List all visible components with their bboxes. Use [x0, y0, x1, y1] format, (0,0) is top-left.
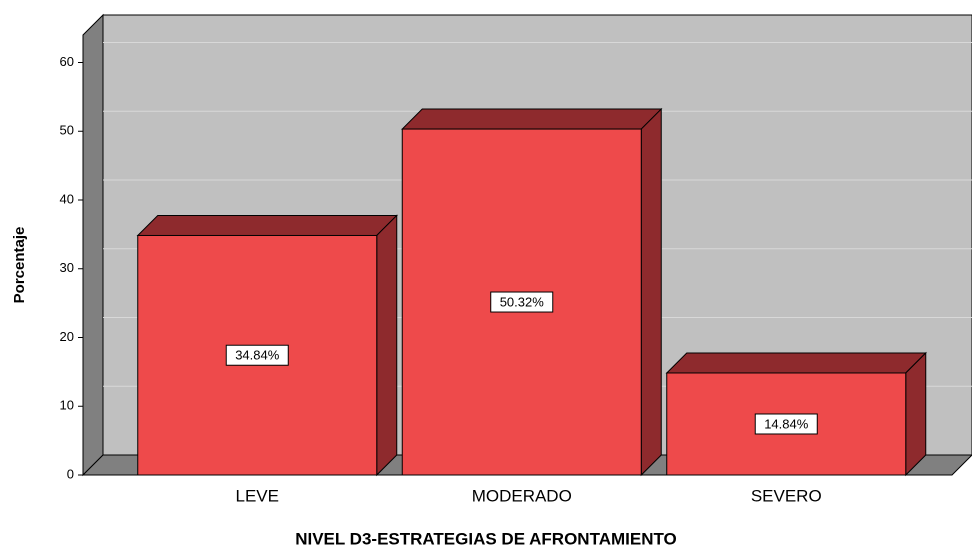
bar-side	[640, 107, 662, 477]
bar-top	[136, 214, 398, 236]
x-tick-label: LEVE	[236, 486, 279, 505]
y-tick-label: 50	[60, 123, 74, 138]
y-tick-label: 40	[60, 191, 74, 206]
bar-top	[401, 108, 663, 130]
value-label: 50.32%	[500, 294, 545, 309]
x-tick-label: SEVERO	[751, 486, 822, 505]
value-label-box	[490, 291, 554, 313]
value-label-box	[225, 344, 289, 366]
bar-group: 14.84%	[665, 351, 927, 477]
y-tick-label: 20	[60, 329, 74, 344]
y-tick-label: 0	[67, 466, 74, 481]
bar-side	[376, 214, 398, 477]
bar-group: 50.32%	[401, 107, 663, 477]
y-tick-label: 60	[60, 54, 74, 69]
bars: 34.84% 50.32% 14.84%	[136, 107, 927, 477]
y-axis-title: Porcentaje	[11, 227, 28, 304]
value-label: 34.84%	[235, 348, 280, 363]
bar-side	[905, 351, 927, 477]
y-tick-label: 10	[60, 398, 74, 413]
bar-group: 34.84%	[136, 214, 398, 477]
side-wall	[82, 13, 104, 477]
value-label: 14.84%	[764, 416, 809, 431]
x-tick-label: MODERADO	[472, 486, 572, 505]
value-label-box	[754, 413, 818, 435]
x-axis-title: NIVEL D3-ESTRATEGIAS DE AFRONTAMIENTO	[295, 529, 677, 548]
bar-top	[665, 352, 927, 374]
y-tick-label: 30	[60, 260, 74, 275]
